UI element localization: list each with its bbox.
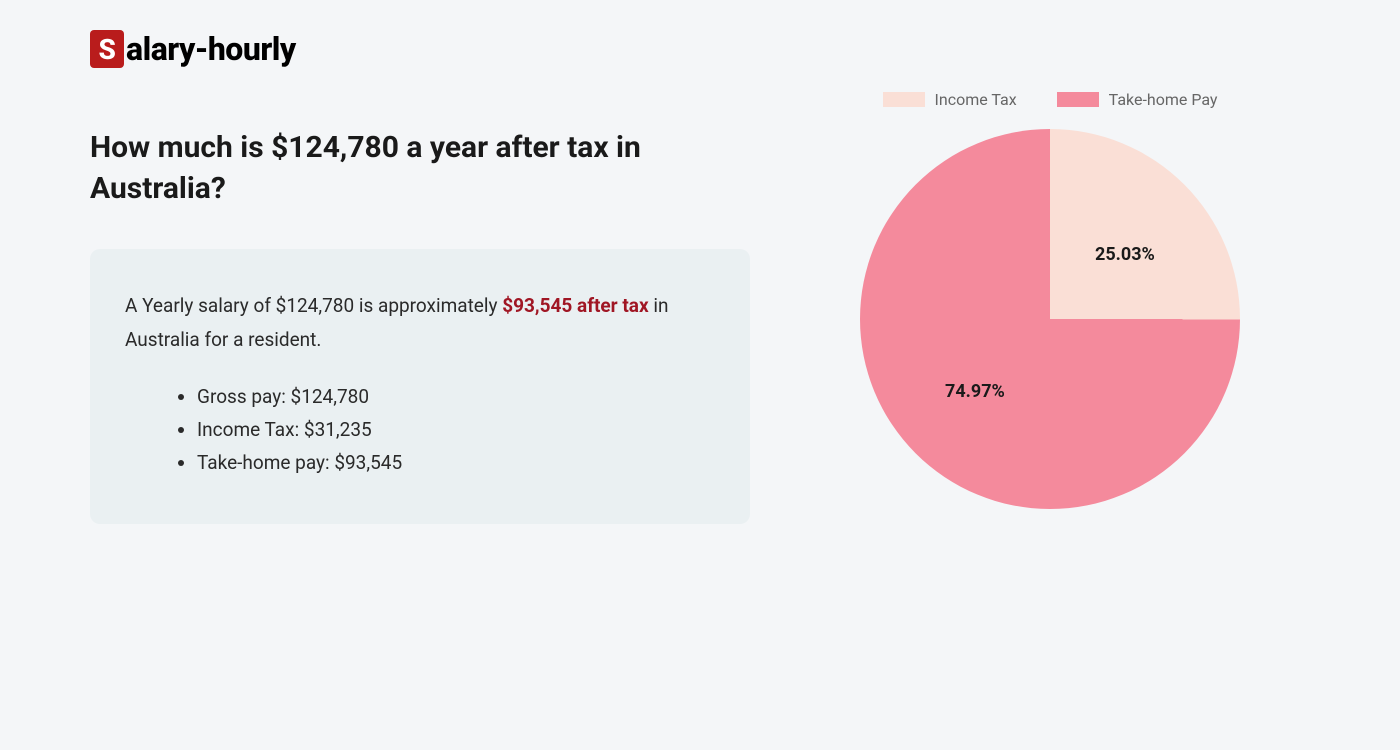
pie-slice-label: 74.97% [945,381,1005,402]
summary-prefix: A Yearly salary of $124,780 is approxima… [125,294,502,317]
pie-chart: 25.03% 74.97% [860,129,1240,509]
list-item: Income Tax: $31,235 [197,418,715,441]
logo-badge-icon: S [90,30,124,68]
breakdown-list: Gross pay: $124,780 Income Tax: $31,235 … [125,385,715,474]
legend-swatch-icon [883,92,925,107]
list-item: Take-home pay: $93,545 [197,451,715,474]
page-title: How much is $124,780 a year after tax in… [90,128,750,209]
pie-disc [860,129,1240,509]
left-column: Salary-hourly How much is $124,780 a yea… [90,30,790,720]
chart-legend: Income Tax Take-home Pay [883,90,1218,109]
legend-label: Take-home Pay [1109,90,1218,109]
summary-highlight: $93,545 after tax [502,294,648,317]
summary-text: A Yearly salary of $124,780 is approxima… [125,289,715,357]
site-logo: Salary-hourly [90,30,750,68]
page-container: Salary-hourly How much is $124,780 a yea… [0,0,1400,750]
summary-box: A Yearly salary of $124,780 is approxima… [90,249,750,524]
logo-text: alary-hourly [126,30,296,68]
list-item: Gross pay: $124,780 [197,385,715,408]
right-column: Income Tax Take-home Pay 25.03% 74.97% [790,30,1310,720]
legend-swatch-icon [1057,92,1099,107]
legend-label: Income Tax [935,90,1017,109]
legend-item-take-home: Take-home Pay [1057,90,1218,109]
pie-slice-label: 25.03% [1095,244,1155,265]
legend-item-income-tax: Income Tax [883,90,1017,109]
